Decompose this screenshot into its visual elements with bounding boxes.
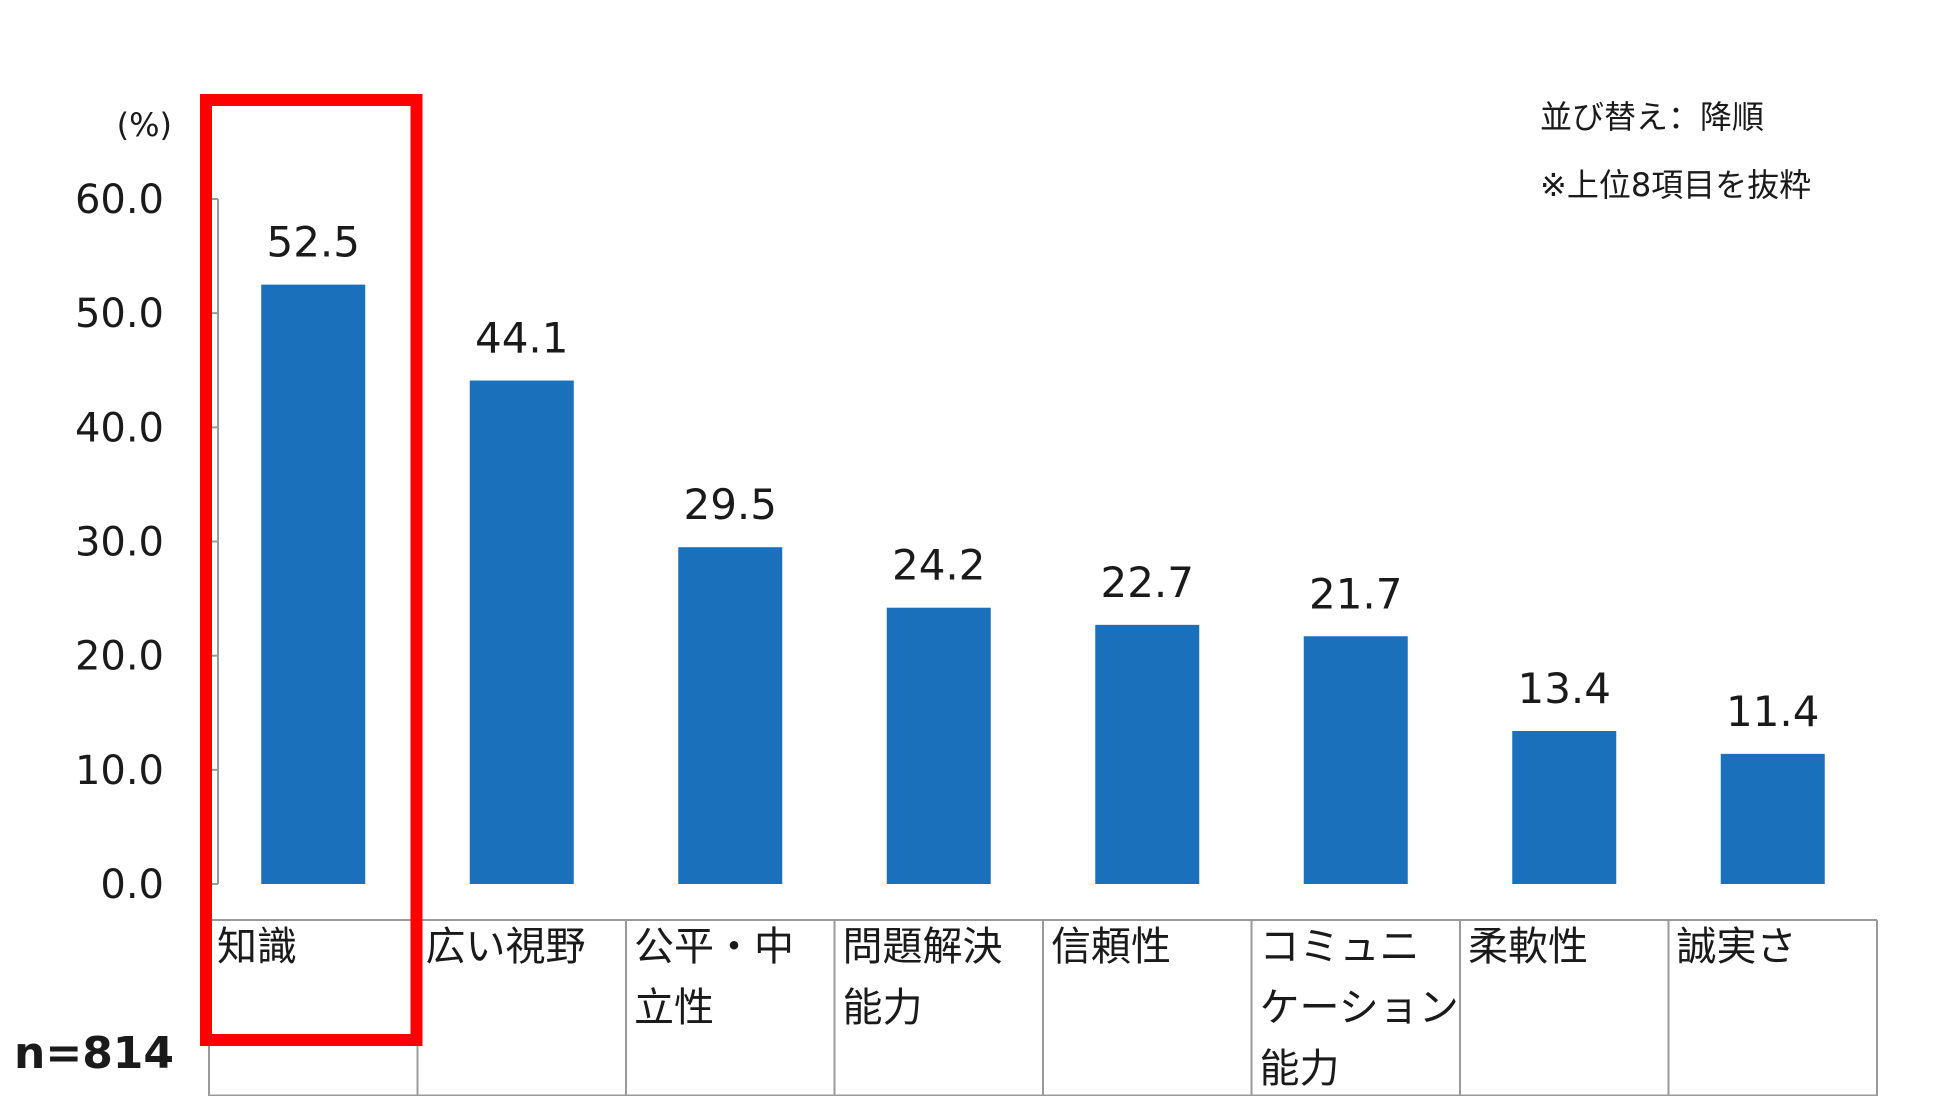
category-label-line: 誠実さ [1677,924,1797,970]
category-label: 広い視野 [426,924,586,970]
category-label-line: 知識 [217,924,297,970]
bar-value-label: 29.5 [683,480,777,529]
bar-value-label: 11.4 [1726,687,1820,736]
category-label-line: 問題解決 [843,924,1003,970]
bars [261,284,1825,884]
value-labels: 52.5 44.1 29.5 24.2 22.7 21.7 13.4 11.4 [266,218,1819,736]
y-tick-label: 20.0 [75,634,164,680]
highlight-box [200,94,423,1046]
category-label-line: ケーション [1260,985,1459,1031]
y-tick-label: 60.0 [75,177,164,223]
category-label-line: 公平・中 [634,924,794,970]
category-label-line: 信頼性 [1051,924,1171,970]
bar-value-label: 22.7 [1100,558,1194,607]
excerpt-note: ※上位8項目を抜粋 [1540,166,1811,204]
sample-size: n=814 [14,1028,174,1079]
category-label-line: 能力 [843,985,923,1031]
y-axis-unit: (%) [117,106,172,144]
bar-value-label: 24.2 [892,541,986,590]
category-label: コミュニケーション能力 [1260,924,1459,1092]
y-tick-label: 40.0 [75,405,164,451]
category-label: 問題解決能力 [843,924,1003,1031]
category-label: 信頼性 [1051,924,1171,970]
bar [1303,636,1408,884]
bar [261,284,366,884]
bar-value-label: 44.1 [475,314,569,363]
bar-value-label: 21.7 [1309,569,1403,618]
category-label: 公平・中立性 [634,924,794,1031]
category-label: 柔軟性 [1468,924,1588,970]
category-label-line: 立性 [634,985,714,1031]
category-label-line: コミュニ [1260,924,1420,970]
y-tick-label: 30.0 [75,520,164,566]
bar-value-label: 52.5 [266,218,360,267]
bar [886,607,991,884]
bar [1720,753,1825,884]
bar [1512,731,1617,884]
y-ticks: 0.0 10.0 20.0 30.0 40.0 50.0 60.0 [75,177,218,908]
category-label: 知識 [217,924,297,970]
bar [1095,624,1200,884]
bar-value-label: 13.4 [1517,664,1611,713]
sort-note: 並び替え：降順 [1540,98,1764,136]
bar [678,547,783,884]
y-tick-label: 50.0 [75,291,164,337]
category-label-line: 能力 [1260,1046,1340,1092]
category-label: 誠実さ [1677,924,1797,970]
bar [469,380,574,884]
category-label-line: 柔軟性 [1468,924,1588,970]
category-label-line: 広い視野 [426,924,586,970]
y-tick-label: 10.0 [75,748,164,794]
y-tick-label: 0.0 [100,862,164,908]
